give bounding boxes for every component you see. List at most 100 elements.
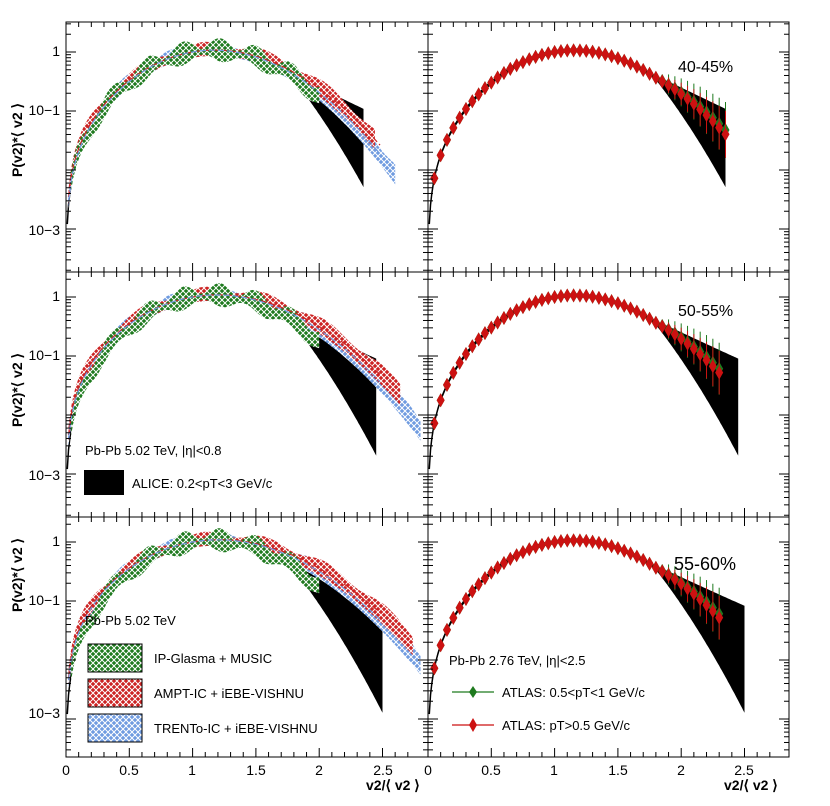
atlas-red-point [689,341,698,356]
atlas-red-point [436,393,445,408]
atlas-red-point [493,70,502,85]
y-tick-row0-01: 10−1 [28,102,60,118]
centrality-label-3: 55-60% [674,554,736,574]
atlas-red-point [569,533,578,548]
y-tick-row2-0001: 10−3 [28,705,60,721]
atlas-red-point [696,592,705,607]
model-system-label: Pb-Pb 5.02 TeV [85,613,176,628]
atlas-red-point [442,132,451,147]
atlas-red-point [670,327,679,342]
atlas-red-point [556,289,565,304]
atlas-red-point [487,320,496,335]
atlas-red-point [499,555,508,570]
atlas-red-point [658,564,667,579]
atlas-red-point [708,359,717,374]
atlas-red-point [620,543,629,558]
atlas-red-point [658,319,667,334]
atlas-red-point [487,565,496,580]
ampt-line [67,294,381,436]
atlas-red-point [702,108,711,123]
atlas-red-point [626,56,635,71]
atlas-red-point [442,377,451,392]
atlas-red-point [436,148,445,163]
atlas-red-point [499,65,508,80]
y-tick-row2-01: 10−1 [28,592,60,608]
atlas-red-point [651,70,660,85]
atlas-red-point [455,355,464,370]
atlas-red-point [550,45,559,59]
alice-system-label: Pb-Pb 5.02 TeV, |η|<0.8 [85,443,222,458]
y-tick-row1-1: 1 [52,288,60,304]
atlas-red-point [708,604,717,619]
atlas-red-point [518,300,527,315]
atlas-red-point [575,288,584,303]
atlas-red-point [677,331,686,346]
atlas-red-point [639,307,648,322]
atlas-red-point [518,55,527,70]
ipglasma-band [71,38,320,191]
atlas-red-point [544,536,553,551]
atlas-legend-marker-green [469,686,477,698]
atlas-red-point [525,542,534,557]
atlas-red-point [499,310,508,325]
panel-data-r2 [428,533,745,717]
panel-frame-r0 [427,21,790,273]
x-tick-left-1: 0.5 [119,762,139,778]
atlas-red-point [575,533,584,548]
atlas-system-label: Pb-Pb 2.76 TeV, |η|<2.5 [449,653,586,668]
atlas-legend-label-red: ATLAS: pT>0.5 GeV/c [502,718,631,733]
atlas-red-point [582,288,591,303]
y-tick-row0-1: 1 [52,43,60,59]
ampt-band [68,531,413,685]
atlas-red-point [677,576,686,591]
atlas-red-point [461,347,470,362]
x-tick-left-5: 2.5 [373,762,393,778]
y-axis-title-1: P(v2)*⟨ v2 ⟩ [9,103,25,177]
atlas-red-point [537,47,546,62]
atlas-red-point [468,339,477,354]
legend-swatch-ampt [87,678,143,708]
atlas-red-point [569,43,578,58]
atlas-red-point [626,301,635,316]
x-tick-right-5: 2.5 [734,762,754,778]
atlas-red-point [449,120,458,135]
atlas-red-point [620,298,629,313]
atlas-red-point [474,332,483,347]
atlas-red-point [658,74,667,89]
atlas-red-point [639,552,648,567]
atlas-red-point [613,51,622,66]
atlas-red-point [702,598,711,613]
trento-line [67,539,381,681]
x-tick-right-3: 1.5 [608,762,628,778]
atlas-red-point [607,49,616,64]
atlas-red-point [588,534,597,549]
atlas-red-point [670,82,679,97]
x-tick-right-1: 0.5 [481,762,501,778]
y-tick-row1-01: 10−1 [28,347,60,363]
atlas-red-point [556,44,565,59]
atlas-red-point [588,289,597,304]
atlas-red-point [506,61,515,76]
alice-curve [66,49,306,225]
atlas-red-point [664,323,673,338]
atlas-red-point [455,600,464,615]
atlas-red-point [468,94,477,109]
panel-data-r0 [428,43,730,227]
trento-line [67,49,381,201]
atlas-red-point [563,43,572,58]
panel-data-l0 [66,38,396,227]
atlas-red-point [563,533,572,548]
atlas-red-point [626,546,635,561]
atlas-red-point [708,114,717,129]
alice-legend-swatch [84,470,124,495]
panel-frame-r2 [427,516,790,758]
atlas-red-point [449,365,458,380]
atlas-red-point [696,347,705,362]
atlas-red-point [601,537,610,552]
ampt-band [68,286,401,443]
atlas-red-point [651,315,660,330]
atlas-red-point [544,291,553,306]
atlas-red-point [689,96,698,111]
atlas-red-point [664,78,673,93]
